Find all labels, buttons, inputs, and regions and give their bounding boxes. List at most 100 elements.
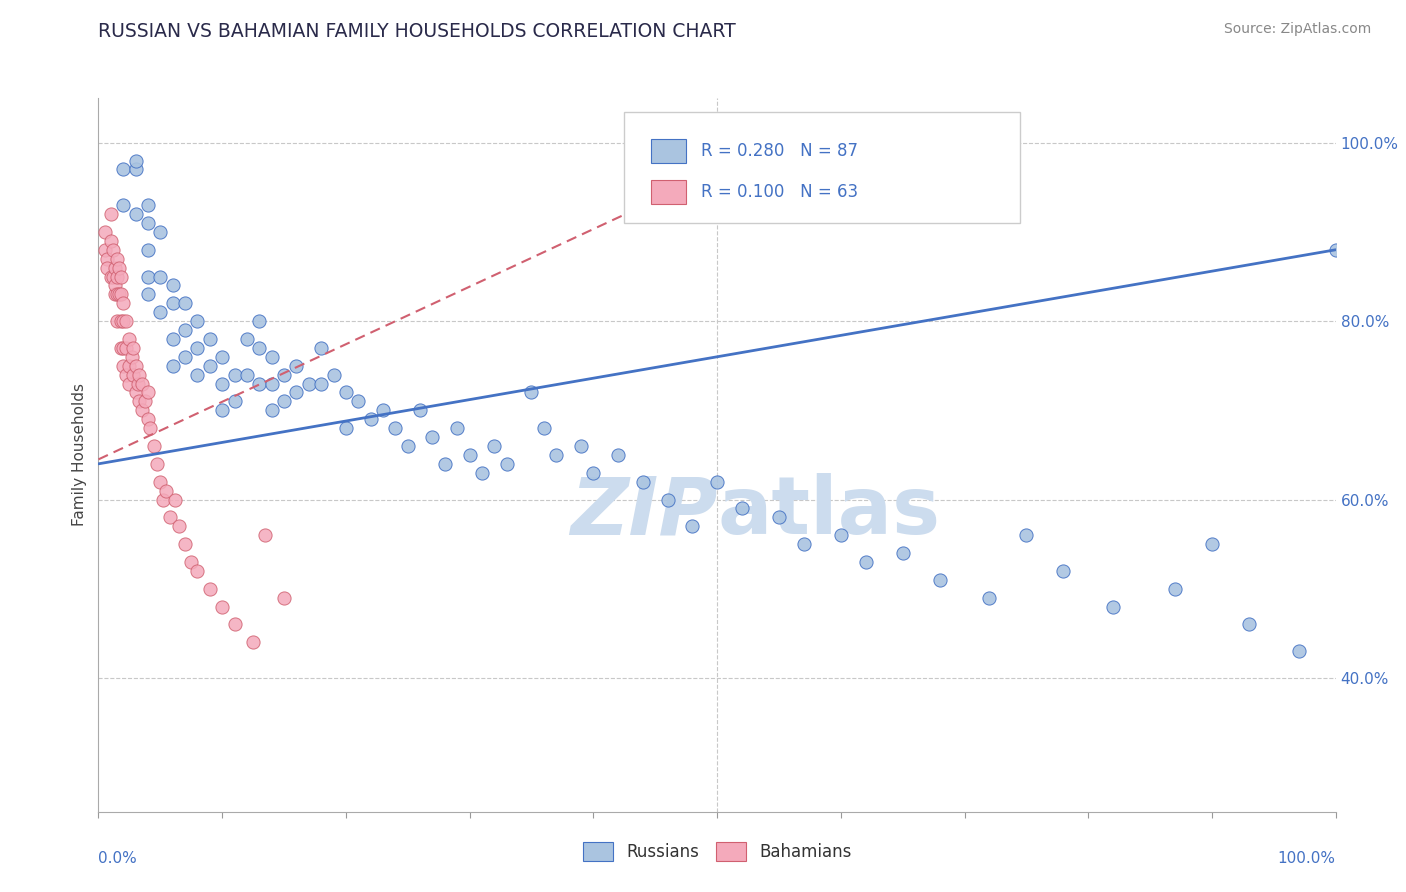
Point xyxy=(118,332,141,346)
Point xyxy=(186,564,208,578)
Point xyxy=(422,430,444,444)
Point xyxy=(167,519,190,533)
Point xyxy=(433,457,456,471)
Point xyxy=(484,439,506,453)
Point xyxy=(174,296,197,310)
Point xyxy=(236,368,259,382)
Point xyxy=(114,368,136,382)
Point xyxy=(211,403,233,417)
Point xyxy=(247,341,270,355)
Point xyxy=(607,448,630,462)
Point xyxy=(396,439,419,453)
Point xyxy=(162,332,184,346)
Point xyxy=(236,332,259,346)
Point xyxy=(1237,617,1260,632)
Point xyxy=(830,528,852,542)
Legend: Russians, Bahamians: Russians, Bahamians xyxy=(576,835,858,868)
Point xyxy=(1102,599,1125,614)
Point xyxy=(322,368,344,382)
Point xyxy=(159,510,181,524)
Text: 0.0%: 0.0% xyxy=(98,851,138,866)
Point xyxy=(136,287,159,301)
Point xyxy=(891,546,914,560)
Point xyxy=(309,341,332,355)
Point xyxy=(1164,582,1187,596)
Point xyxy=(149,269,172,284)
Point xyxy=(103,260,125,275)
Point xyxy=(136,243,159,257)
Point xyxy=(128,368,150,382)
Point xyxy=(247,314,270,328)
Point xyxy=(180,555,202,569)
Point xyxy=(114,341,136,355)
Point xyxy=(103,278,125,293)
Point xyxy=(131,376,153,391)
Point xyxy=(631,475,654,489)
Point xyxy=(112,162,135,177)
Point xyxy=(198,359,221,373)
Point xyxy=(112,296,135,310)
Point xyxy=(1052,564,1074,578)
Point xyxy=(533,421,555,435)
Point xyxy=(105,314,128,328)
Point xyxy=(108,260,131,275)
Point xyxy=(96,252,118,266)
Point xyxy=(103,269,125,284)
Point xyxy=(360,412,382,426)
Point xyxy=(198,332,221,346)
Point xyxy=(124,385,146,400)
Point xyxy=(100,269,122,284)
Point xyxy=(174,537,197,551)
Point xyxy=(131,403,153,417)
Point xyxy=(1201,537,1223,551)
Point xyxy=(793,537,815,551)
Point xyxy=(1324,243,1347,257)
Point xyxy=(103,243,125,257)
Point xyxy=(162,296,184,310)
Point xyxy=(247,376,270,391)
Point xyxy=(112,341,135,355)
Point xyxy=(143,439,166,453)
Point xyxy=(260,350,283,364)
Point xyxy=(224,394,246,409)
Point xyxy=(105,287,128,301)
Point xyxy=(657,492,679,507)
Point xyxy=(110,269,132,284)
Point xyxy=(855,555,877,569)
FancyBboxPatch shape xyxy=(651,139,686,163)
Point xyxy=(928,573,950,587)
Point xyxy=(211,350,233,364)
Point xyxy=(458,448,481,462)
Point xyxy=(114,314,136,328)
Point xyxy=(335,385,357,400)
Point xyxy=(979,591,1001,605)
Point xyxy=(681,519,703,533)
Point xyxy=(108,287,131,301)
Point xyxy=(152,492,174,507)
Point xyxy=(174,323,197,337)
FancyBboxPatch shape xyxy=(624,112,1021,223)
Point xyxy=(198,582,221,596)
Point xyxy=(110,341,132,355)
Point xyxy=(134,394,156,409)
Point xyxy=(211,376,233,391)
Point xyxy=(112,198,135,212)
Text: RUSSIAN VS BAHAMIAN FAMILY HOUSEHOLDS CORRELATION CHART: RUSSIAN VS BAHAMIAN FAMILY HOUSEHOLDS CO… xyxy=(98,22,737,41)
Text: 100.0%: 100.0% xyxy=(1278,851,1336,866)
Point xyxy=(93,225,115,239)
Point xyxy=(471,466,494,480)
Point xyxy=(347,394,370,409)
Point xyxy=(495,457,517,471)
Y-axis label: Family Households: Family Households xyxy=(72,384,87,526)
Text: R = 0.100   N = 63: R = 0.100 N = 63 xyxy=(702,184,858,202)
Point xyxy=(136,269,159,284)
Point xyxy=(124,359,146,373)
Point xyxy=(118,376,141,391)
Point xyxy=(768,510,790,524)
Point xyxy=(162,359,184,373)
Point xyxy=(273,394,295,409)
Text: Source: ZipAtlas.com: Source: ZipAtlas.com xyxy=(1223,22,1371,37)
Point xyxy=(211,599,233,614)
Point xyxy=(186,314,208,328)
Point xyxy=(128,394,150,409)
